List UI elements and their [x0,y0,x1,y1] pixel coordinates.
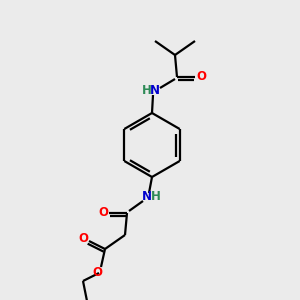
Text: N: N [150,85,160,98]
Text: O: O [196,70,206,83]
Text: H: H [142,85,152,98]
Text: N: N [142,190,152,203]
Text: H: H [151,190,161,203]
Text: O: O [92,266,102,278]
Text: O: O [98,206,108,220]
Text: O: O [78,232,88,245]
